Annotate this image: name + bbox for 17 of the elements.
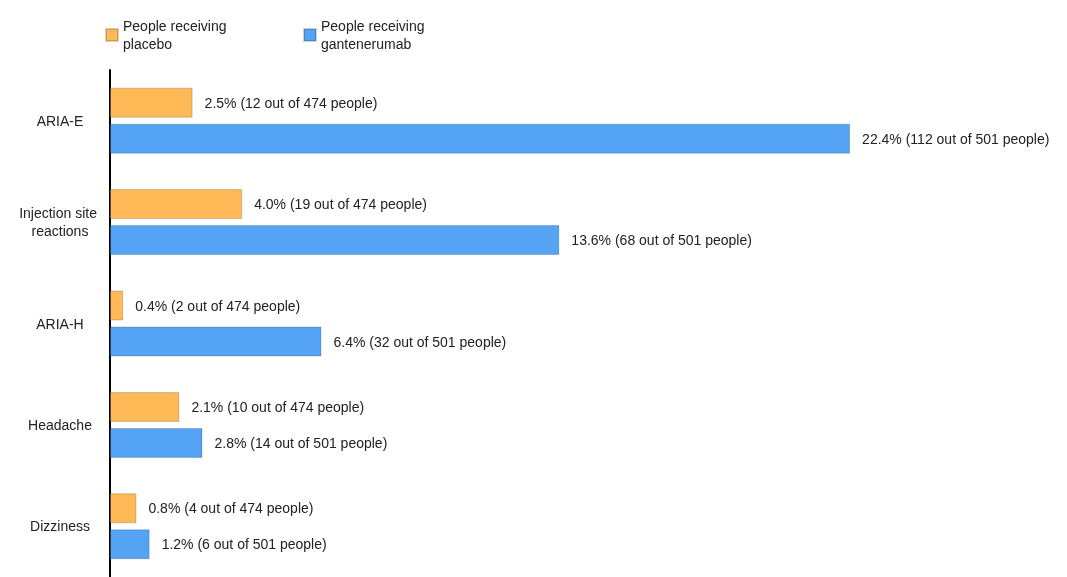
data-label: 2.8% (14 out of 501 people) — [214, 434, 388, 451]
data-label: 6.4% (32 out of 501 people) — [333, 333, 507, 350]
legend-label: People receiving gantenerumab — [321, 18, 429, 52]
data-label: 4.0% (19 out of 474 people) — [254, 196, 427, 213]
y-tick-label: Injection site reactions — [19, 205, 101, 240]
data-label: 22.4% (112 out of 501 people) — [862, 130, 1050, 147]
y-tick-label: ARIA-E — [36, 112, 84, 129]
y-tick-label: ARIA-H — [36, 315, 84, 332]
y-tick-label: Headache — [28, 416, 93, 433]
legend-label: People receiving placebo — [123, 18, 231, 52]
y-tick-label: Dizziness — [30, 518, 90, 535]
data-label: 2.5% (12 out of 474 people) — [204, 94, 378, 111]
data-label: 13.6% (68 out of 501 people) — [571, 232, 752, 249]
data-label: 2.1% (10 out of 474 people) — [191, 398, 365, 415]
data-label: 0.4% (2 out of 474 people) — [135, 297, 301, 314]
data-label: 1.2% (6 out of 501 people) — [161, 536, 327, 553]
data-label: 0.8% (4 out of 474 people) — [148, 500, 314, 517]
